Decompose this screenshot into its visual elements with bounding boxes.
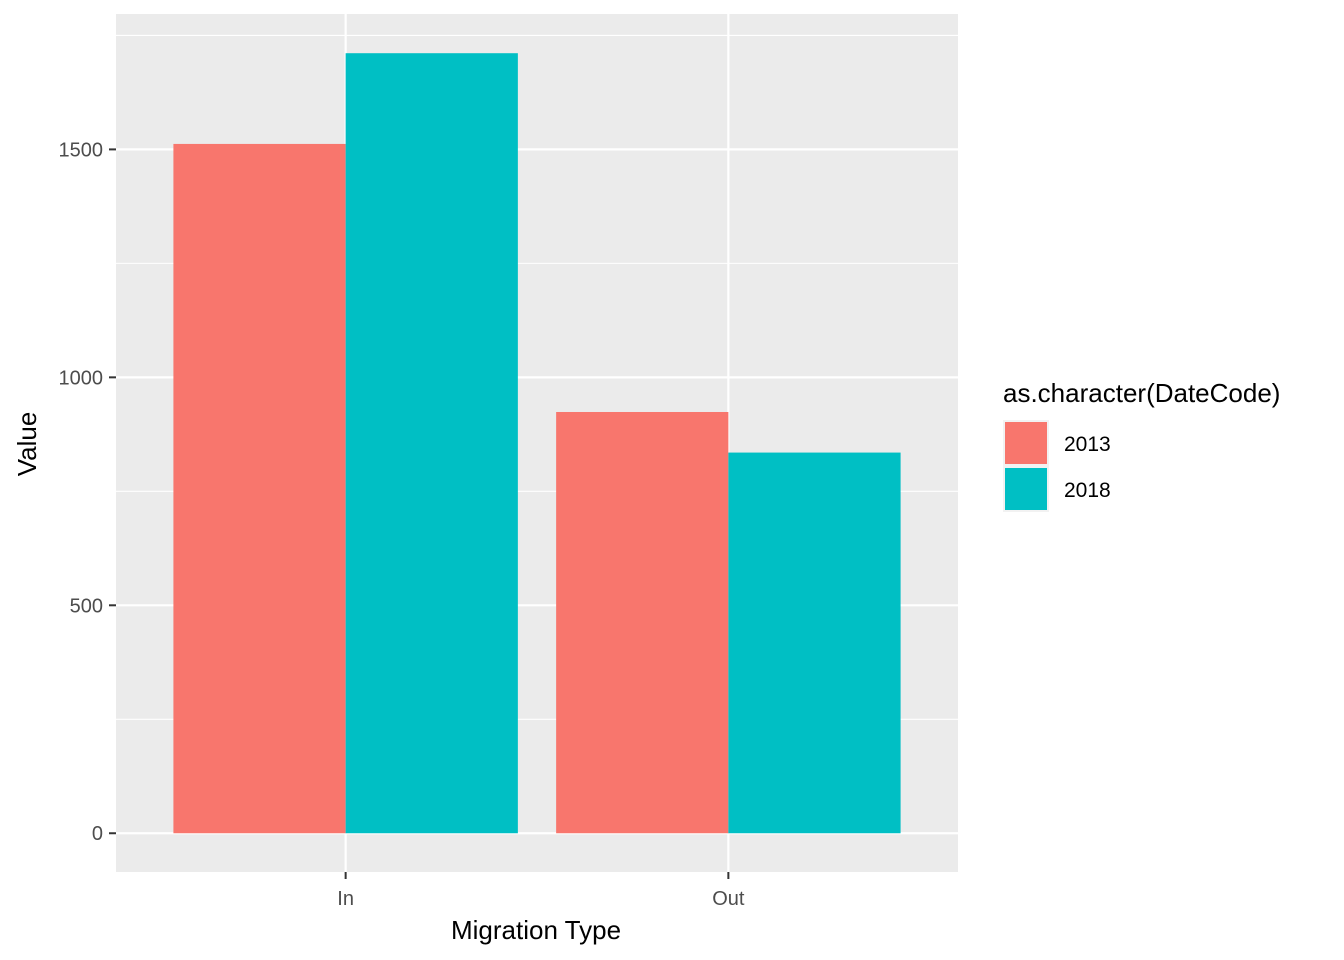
- legend-swatch-2013: [1005, 422, 1047, 464]
- bar-2013-out: [556, 411, 729, 834]
- bar-2018-out: [728, 452, 901, 834]
- legend: as.character(DateCode) 2013 2018: [1003, 378, 1280, 512]
- legend-label-2013: 2013: [1064, 433, 1111, 456]
- bar-layer: [173, 53, 901, 834]
- legend-title: as.character(DateCode): [1003, 378, 1280, 408]
- x-tick-label: In: [337, 888, 354, 910]
- x-axis-title: Migration Type: [451, 915, 621, 945]
- y-tick-label: 500: [70, 595, 103, 617]
- x-tick-label: Out: [712, 888, 745, 910]
- y-tick-label: 1500: [59, 139, 104, 161]
- y-axis-title: Value: [12, 412, 42, 477]
- legend-label-2018: 2018: [1064, 479, 1111, 502]
- bar-2018-in: [345, 53, 518, 834]
- axis-layer: 0 500 1000 1500 In Out: [59, 139, 745, 910]
- y-tick-label: 0: [92, 823, 103, 845]
- y-tick-label: 1000: [59, 367, 104, 389]
- legend-items: 2013 2018: [1003, 420, 1111, 512]
- legend-swatch-2018: [1005, 468, 1047, 510]
- bar-2013-in: [173, 143, 346, 834]
